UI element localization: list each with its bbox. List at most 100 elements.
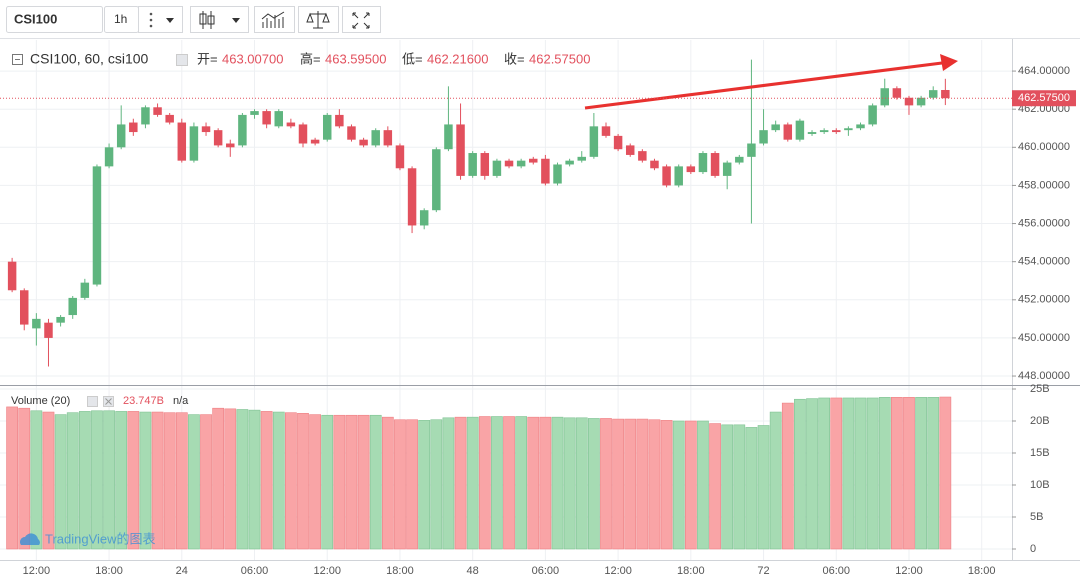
fullscreen-button[interactable] <box>342 6 381 33</box>
volume-bar <box>188 414 200 550</box>
x-tick-label: 06:00 <box>822 565 850 577</box>
candle-body <box>722 162 732 176</box>
watermark-icon <box>20 533 40 545</box>
candle-body <box>298 124 308 144</box>
open-label: 开= <box>197 51 218 66</box>
volume-bar <box>866 397 879 550</box>
volume-bar <box>939 396 952 550</box>
candle-body <box>7 261 17 291</box>
volume-bar <box>394 419 406 550</box>
candle-body <box>383 130 393 146</box>
y-tick-label: 454.00000 <box>1018 256 1070 268</box>
candle-body <box>238 114 247 146</box>
high-label: 高= <box>300 51 321 66</box>
candle-body <box>262 111 271 125</box>
volume-bar <box>927 397 940 550</box>
candle-body <box>56 316 65 323</box>
candle-body <box>880 88 889 106</box>
candle-body <box>710 153 720 176</box>
candle-body <box>698 153 708 173</box>
candle-body <box>759 130 768 144</box>
dropdown-arrow <box>232 18 240 23</box>
x-tick-label: 06:00 <box>532 565 560 577</box>
y-tick-label: 0 <box>1030 543 1036 555</box>
volume-bar <box>721 424 734 550</box>
candle-body <box>419 210 429 226</box>
volume-bar <box>54 414 67 550</box>
candle-body <box>541 158 550 184</box>
low-label: 低= <box>402 51 423 66</box>
volume-settings-icon[interactable] <box>87 396 98 407</box>
volume-bar <box>285 412 297 550</box>
volume-bar <box>915 397 927 550</box>
y-tick-label: 452.00000 <box>1018 294 1070 306</box>
volume-bar <box>127 411 140 550</box>
volume-bar <box>430 419 443 550</box>
dropdown-arrow <box>166 18 174 23</box>
symbol-box[interactable] <box>6 6 103 33</box>
series-title: CSI100, 60, csi100 <box>30 51 149 67</box>
volume-bar <box>321 414 334 550</box>
volume-bar <box>139 411 152 550</box>
candle-body <box>553 164 562 184</box>
candle-body <box>153 107 162 115</box>
candle-body <box>104 147 114 167</box>
y-tick-label: 450.00000 <box>1018 332 1070 344</box>
volume-bar <box>563 417 576 550</box>
volume-bar <box>769 411 782 550</box>
volume-bar <box>733 424 746 550</box>
interval-menu[interactable] <box>138 6 183 33</box>
volume-bar <box>527 416 540 550</box>
candle-body <box>274 111 283 127</box>
volume-bar <box>466 416 479 550</box>
candle-body <box>189 126 199 161</box>
candle-body <box>819 130 829 133</box>
candle-body <box>335 114 344 127</box>
volume-bar <box>345 414 358 550</box>
candle-body <box>941 89 950 99</box>
candle-body <box>201 126 211 133</box>
volume-bar <box>903 397 915 550</box>
volume-bar <box>309 414 321 550</box>
chart-style-button[interactable] <box>190 6 249 33</box>
volume-bar <box>381 416 394 550</box>
volume-bar <box>709 423 721 550</box>
y-tick-label: 448.00000 <box>1018 370 1070 382</box>
candle-body <box>92 166 102 285</box>
volume-bar <box>891 397 903 550</box>
volume-bar <box>66 412 79 550</box>
x-tick-label: 24 <box>176 565 188 577</box>
volume-bar <box>503 416 515 550</box>
volume-bar <box>878 397 891 550</box>
volume-bar <box>163 412 176 550</box>
candle-body <box>601 126 611 136</box>
symbol: CSI100 <box>14 11 57 26</box>
volume-bar <box>103 410 115 550</box>
candle-body <box>456 124 465 176</box>
volume-bar <box>454 416 467 550</box>
volume-bar <box>478 416 491 550</box>
x-tick-label: 12:00 <box>313 565 341 577</box>
settings-icon[interactable] <box>176 54 188 66</box>
volume-bar <box>78 411 91 550</box>
volume-bar <box>175 412 188 550</box>
volume-bar <box>406 419 418 550</box>
volume-bar <box>224 408 237 550</box>
candle-body <box>359 139 368 146</box>
volume-bar <box>830 397 843 550</box>
dot <box>149 18 153 22</box>
volume-legend: Volume (20) 23.747B n/a <box>11 395 189 407</box>
x-tick-label: 18:00 <box>386 565 414 577</box>
volume-bar <box>42 411 55 550</box>
candle-body <box>395 145 405 169</box>
close-label: 收= <box>504 51 525 66</box>
y-tick-label: 460.00000 <box>1018 141 1070 153</box>
last-price-box <box>1012 90 1076 107</box>
x-tick-label: 12:00 <box>604 565 632 577</box>
volume-bar <box>212 407 225 550</box>
x-tick-label: 18:00 <box>677 565 705 577</box>
low-value: 462.21600 <box>427 51 488 66</box>
volume-bar <box>442 417 455 550</box>
watermark-text: TradingView的图表 <box>45 531 156 546</box>
trend-arrow <box>584 54 958 110</box>
